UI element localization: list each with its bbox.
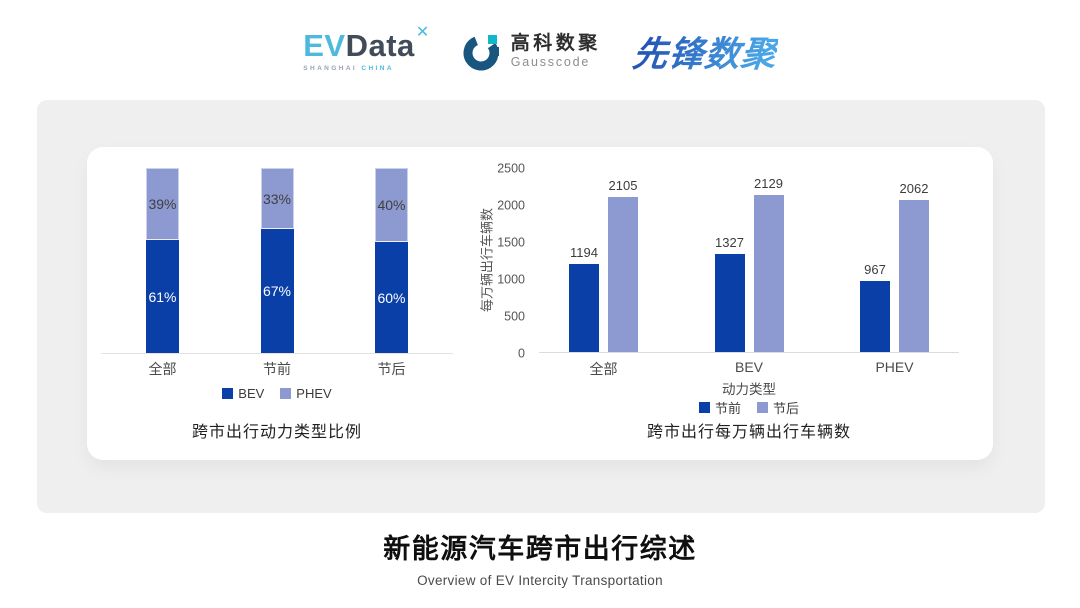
legend-label: BEV <box>238 386 265 401</box>
evdata-logo: EV Data ✕ SHANGHAI CHINA <box>303 25 429 73</box>
gausscode-cn-text: 高科数聚 <box>510 32 601 54</box>
page-title: 新能源汽车跨市出行综述 <box>383 534 697 564</box>
bar-value-label: 2062 <box>899 181 929 197</box>
bar-segment-label: 39% <box>148 196 177 213</box>
category-label: 节后 <box>377 361 406 377</box>
bar-group: 1327 2129 <box>714 168 784 352</box>
grouped-bar-节前: 967 <box>860 262 890 352</box>
charts-panel: 39% 61% 33% 67% 40% 60% 全部 节前 节后 BEV PHEV 跨市出行动力… <box>87 147 993 460</box>
y-tick-label: 1000 <box>497 271 525 286</box>
legend-swatch <box>222 388 234 399</box>
bar-value-label: 1327 <box>715 235 744 251</box>
stacked-bar: 33% 67% <box>260 168 294 353</box>
bar-value-label: 2105 <box>608 178 638 194</box>
bar-segment-label: 40% <box>377 197 406 213</box>
grouped-plot: 1194 2105 1327 2129 967 2062 <box>539 168 959 353</box>
grouped-bar-节后: 2062 <box>899 181 929 352</box>
gausscode-en-text: Gausscode <box>510 54 591 69</box>
category-label: BEV <box>734 359 763 375</box>
evdata-subtitle: SHANGHAI CHINA <box>303 65 394 72</box>
bar-value-label: 967 <box>864 261 886 277</box>
stacked-chart-title: 跨市出行动力类型比例 <box>191 424 362 441</box>
legend-item: 节后 <box>757 398 799 417</box>
grouped-bar-节前: 1194 <box>569 245 599 352</box>
stacked-categories: 全部 节前 节后 <box>101 359 453 379</box>
y-tick-label: 2500 <box>497 160 525 175</box>
bar-segment-phev: 39% <box>146 168 179 241</box>
bar-segment-bev: 67% <box>260 229 294 353</box>
y-tick-label: 500 <box>504 308 525 323</box>
grouped-chart-title: 跨市出行每万辆出行车辆数 <box>646 424 851 441</box>
legend-swatch <box>698 402 710 413</box>
legend-item: PHEV <box>280 386 332 401</box>
stacked-plot: 39% 61% 33% 67% 40% 60% <box>101 168 453 354</box>
bar-group: 1194 2105 <box>569 168 638 352</box>
bar-segment-phev: 33% <box>260 168 294 230</box>
grouped-legend: 节前 节后 <box>539 398 959 417</box>
bar-segment-label: 60% <box>377 289 406 306</box>
bar-value-label: 2129 <box>754 176 783 192</box>
gausscode-text: 高科数聚 Gausscode <box>511 33 601 69</box>
content-card: 39% 61% 33% 67% 40% 60% 全部 节前 节后 BEV PHEV 跨市出行动力… <box>37 100 1045 513</box>
legend-label: 节后 <box>773 401 800 416</box>
evdata-wordmark: EV Data ✕ <box>303 25 429 63</box>
evdata-x-icon: ✕ <box>415 24 430 41</box>
y-tick-label: 2000 <box>497 197 525 212</box>
bar-segment-label: 61% <box>148 288 177 305</box>
bar-segment-label: 33% <box>262 190 292 207</box>
legend-label: PHEV <box>296 386 332 401</box>
bar-segment-bev: 60% <box>375 242 408 353</box>
bar-group: 967 2062 <box>860 168 929 352</box>
y-tick-label: 0 <box>518 345 525 360</box>
grouped-yticks: 0 500 1000 1500 2000 2500 <box>491 162 525 359</box>
stacked-legend: BEV PHEV <box>101 386 453 401</box>
y-tick-label: 1500 <box>497 234 525 249</box>
grouped-bar-节后: 2129 <box>753 176 784 352</box>
category-label: PHEV <box>875 359 914 375</box>
pioneer-logo: 先锋数聚 <box>630 26 779 77</box>
legend-swatch <box>757 402 768 413</box>
category-label: 全部 <box>589 361 618 377</box>
legend-swatch <box>280 388 292 399</box>
gausscode-g-icon <box>463 35 499 71</box>
grouped-bar-节前: 1327 <box>714 235 745 352</box>
evdata-china-text: CHINA <box>361 65 394 72</box>
bar-segment-phev: 40% <box>375 168 408 242</box>
grouped-x-axis-label: 动力类型 <box>722 382 776 397</box>
evdata-ev-text: EV <box>303 28 346 63</box>
category-label: 节前 <box>263 361 291 377</box>
legend-item: 节前 <box>698 398 741 417</box>
grouped-categories: 全部 BEV PHEV <box>539 359 959 379</box>
logo-bar: EV Data ✕ SHANGHAI CHINA 高科数聚 Gausscode … <box>0 20 1080 82</box>
grouped-bar-节后: 2105 <box>608 178 638 352</box>
category-label: 全部 <box>148 361 177 377</box>
page-subtitle: Overview of EV Intercity Transportation <box>417 573 663 588</box>
footer: 新能源汽车跨市出行综述 Overview of EV Intercity Tra… <box>0 527 1080 588</box>
evdata-data-text: Data <box>345 28 415 63</box>
stacked-bar: 40% 60% <box>375 168 408 353</box>
evdata-shanghai-text: SHANGHAI <box>303 65 358 72</box>
bar-segment-bev: 61% <box>146 240 179 353</box>
legend-label: 节前 <box>714 401 741 416</box>
gausscode-logo: 高科数聚 Gausscode <box>462 31 601 71</box>
bar-segment-label: 67% <box>262 283 292 300</box>
legend-item: BEV <box>222 386 264 401</box>
stacked-bar: 39% 61% <box>146 168 179 353</box>
bar-value-label: 1194 <box>570 245 598 261</box>
